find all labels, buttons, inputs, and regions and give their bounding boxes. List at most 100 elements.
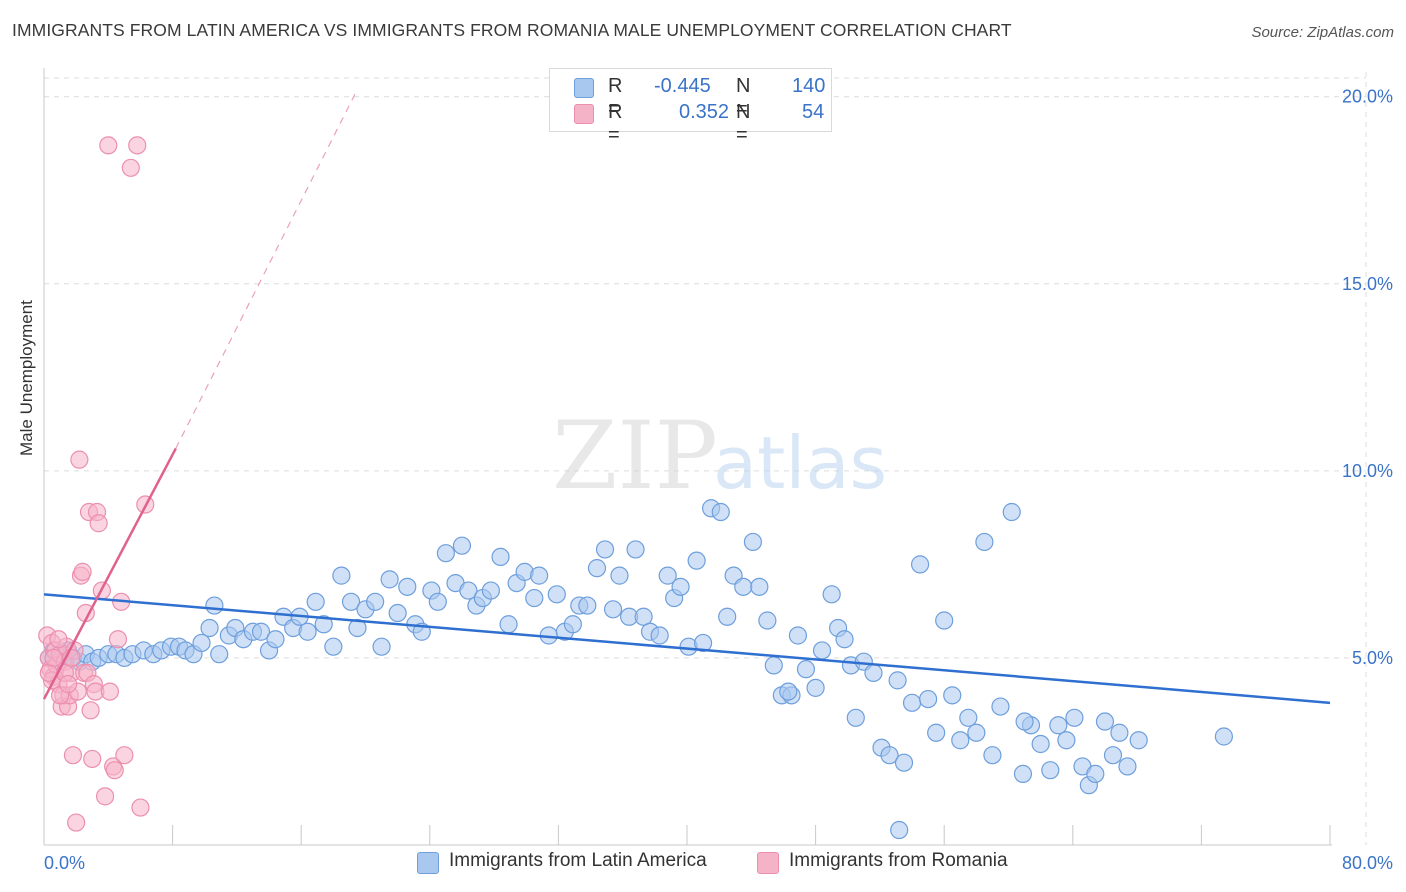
trend-line-romania bbox=[42, 447, 177, 700]
bottom-legend-label: Immigrants from Latin America bbox=[449, 850, 707, 871]
data-point-romania bbox=[49, 630, 68, 649]
data-point-latin-america bbox=[459, 581, 478, 600]
data-point-latin-america bbox=[758, 611, 777, 630]
data-point-latin-america bbox=[1118, 757, 1137, 776]
data-point-latin-america bbox=[796, 660, 816, 679]
data-point-latin-america bbox=[610, 566, 629, 585]
data-point-latin-america bbox=[718, 607, 737, 626]
data-point-latin-america bbox=[266, 630, 285, 649]
series-latin-america bbox=[39, 499, 1234, 840]
trend-lines bbox=[42, 88, 1331, 705]
data-point-romania bbox=[67, 813, 86, 832]
data-point-romania bbox=[108, 630, 128, 649]
data-point-latin-america bbox=[1041, 761, 1060, 780]
watermark-atlas: atlas bbox=[713, 421, 887, 505]
legend-n-value: 54 bbox=[802, 101, 825, 123]
legend-r-value: 0.352 bbox=[679, 101, 730, 123]
data-point-latin-america bbox=[200, 618, 219, 638]
data-point-latin-america bbox=[1002, 502, 1021, 522]
data-point-latin-america bbox=[192, 633, 211, 653]
data-point-latin-america bbox=[1086, 764, 1105, 784]
data-point-latin-america bbox=[595, 540, 615, 559]
data-point-latin-america bbox=[324, 637, 343, 656]
trend-line-latin-america bbox=[43, 593, 1331, 705]
data-point-romania bbox=[99, 136, 118, 155]
data-point-romania bbox=[63, 746, 83, 765]
data-point-latin-america bbox=[298, 622, 317, 641]
data-point-latin-america bbox=[1013, 764, 1033, 784]
data-point-romania bbox=[121, 158, 140, 177]
data-point-latin-america bbox=[671, 577, 690, 596]
data-point-latin-america bbox=[888, 671, 907, 690]
data-point-latin-america bbox=[525, 588, 544, 608]
data-point-latin-america bbox=[650, 626, 669, 645]
legend-r-label: R = bbox=[608, 75, 623, 120]
data-point-latin-america bbox=[530, 566, 549, 585]
data-point-latin-america bbox=[764, 656, 783, 675]
data-point-latin-america bbox=[983, 746, 1002, 765]
data-point-latin-america bbox=[734, 577, 753, 596]
data-point-latin-america bbox=[1049, 716, 1068, 735]
data-point-latin-america bbox=[902, 693, 922, 712]
data-point-romania bbox=[59, 675, 78, 694]
data-point-romania bbox=[128, 136, 147, 155]
data-point-latin-america bbox=[499, 615, 518, 634]
data-point-latin-america bbox=[306, 592, 325, 611]
data-point-latin-america bbox=[372, 637, 391, 656]
data-point-romania bbox=[81, 701, 100, 720]
data-point-latin-america bbox=[205, 596, 224, 615]
data-point-latin-america bbox=[864, 663, 883, 682]
y-axis-label: Male Unemployment bbox=[17, 300, 36, 456]
data-point-latin-america bbox=[626, 540, 645, 559]
data-point-latin-america bbox=[348, 618, 367, 638]
data-point-latin-america bbox=[634, 607, 653, 626]
data-point-latin-america bbox=[806, 678, 825, 697]
source-label: Source: ZipAtlas.com bbox=[1251, 24, 1394, 41]
data-point-latin-america bbox=[687, 551, 706, 570]
data-point-latin-america bbox=[251, 622, 271, 641]
data-point-romania bbox=[83, 749, 102, 769]
bottom-legend-label: Immigrants from Romania bbox=[789, 850, 1008, 871]
data-point-latin-america bbox=[210, 645, 229, 664]
data-point-latin-america bbox=[711, 502, 730, 522]
data-point-latin-america bbox=[967, 723, 986, 742]
data-point-latin-america bbox=[481, 581, 500, 600]
data-point-latin-america bbox=[658, 566, 677, 585]
legend-r-label: R = bbox=[608, 101, 623, 146]
data-point-latin-america bbox=[1110, 723, 1129, 742]
data-point-latin-america bbox=[693, 633, 713, 653]
legend-swatch-pink bbox=[574, 104, 594, 124]
data-point-latin-america bbox=[779, 682, 798, 701]
data-point-latin-america bbox=[743, 532, 763, 552]
y-tick-label: 20.0% bbox=[1342, 87, 1393, 107]
data-point-latin-america bbox=[1214, 727, 1234, 746]
bottom-legend-swatch-blue bbox=[417, 852, 439, 874]
legend-n-value: 140 bbox=[792, 75, 826, 97]
data-point-latin-america bbox=[910, 555, 930, 574]
y-tick-label: 10.0% bbox=[1342, 461, 1393, 481]
grid-lines bbox=[44, 72, 1367, 845]
data-point-latin-america bbox=[1095, 712, 1115, 731]
data-point-latin-america bbox=[894, 753, 914, 772]
data-point-romania bbox=[131, 798, 150, 817]
y-tick-label: 5.0% bbox=[1352, 648, 1393, 668]
data-point-latin-america bbox=[341, 592, 361, 611]
x-tick-label-min: 0.0% bbox=[44, 853, 85, 873]
correlation-legend: R = -0.445 N = 140 R = 0.352 N = 54 bbox=[549, 68, 832, 146]
data-point-latin-america bbox=[919, 689, 938, 709]
data-point-latin-america bbox=[452, 536, 472, 555]
watermark-zip: ZIP bbox=[552, 402, 718, 511]
data-point-latin-america bbox=[1103, 746, 1123, 765]
data-point-latin-america bbox=[603, 600, 623, 619]
data-point-latin-america bbox=[398, 577, 417, 596]
data-point-latin-america bbox=[927, 723, 946, 742]
data-point-latin-america bbox=[959, 708, 978, 727]
trend-line-romania-extension bbox=[175, 88, 358, 449]
data-point-latin-america bbox=[563, 615, 582, 634]
data-point-romania bbox=[73, 562, 92, 581]
data-point-latin-america bbox=[975, 532, 994, 552]
data-point-latin-america bbox=[846, 708, 865, 727]
data-point-latin-america bbox=[991, 697, 1010, 716]
data-point-latin-america bbox=[788, 626, 808, 645]
